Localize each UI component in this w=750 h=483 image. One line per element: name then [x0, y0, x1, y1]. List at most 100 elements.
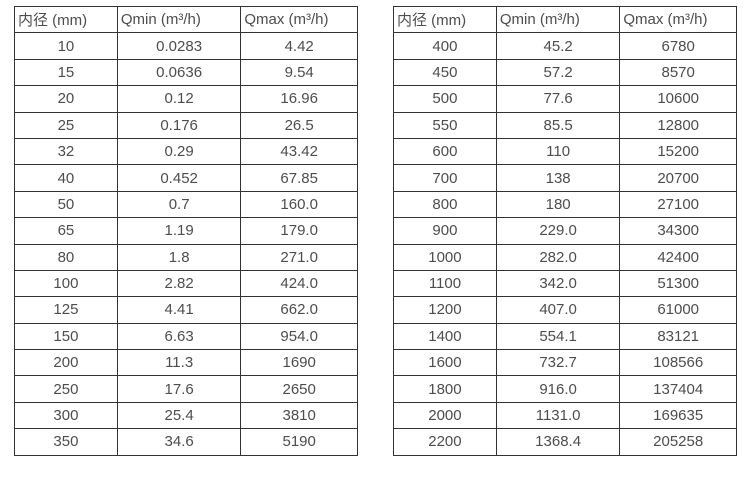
table-cell: 424.0	[240, 269, 358, 298]
table-cell: 500	[393, 85, 497, 113]
table-row: 800 180 27100	[393, 190, 737, 219]
table-cell: 1131.0	[495, 401, 621, 430]
table-cell: 100	[14, 269, 118, 298]
table-cell: 916.0	[495, 375, 621, 403]
table-cell: 10600	[619, 85, 737, 113]
header-row: 内径 (mm) Qmin (m³/h) Qmax (m³/h)	[393, 5, 737, 34]
table-cell: 4.42	[240, 32, 358, 60]
table-row: 125 4.41 662.0	[14, 296, 358, 324]
table-cell: 2650	[240, 375, 358, 403]
table-row: 2000 1131.0 169635	[393, 401, 737, 430]
table-cell: 179.0	[240, 217, 358, 245]
table-row: 80 1.8 271.0	[14, 243, 358, 271]
table-row: 900 229.0 34300	[393, 217, 737, 245]
table-row: 700 138 20700	[393, 164, 737, 192]
table-cell: 25	[14, 111, 118, 139]
table-row: 1400 554.1 83121	[393, 322, 737, 351]
table-cell: 600	[393, 137, 497, 166]
header-qmin: Qmin (m³/h)	[495, 5, 621, 34]
table-cell: 110	[495, 137, 621, 166]
table-cell: 42400	[619, 243, 737, 271]
table-cell: 6.63	[116, 322, 242, 351]
table-row: 400 45.2 6780	[393, 32, 737, 60]
table-cell: 1368.4	[495, 428, 621, 456]
table-cell: 0.7	[116, 190, 242, 219]
table-cell: 1100	[393, 269, 497, 298]
table-row: 1000 282.0 42400	[393, 243, 737, 271]
header-qmax: Qmax (m³/h)	[240, 5, 358, 34]
table-row: 1100 342.0 51300	[393, 269, 737, 298]
table-row: 1800 916.0 137404	[393, 375, 737, 403]
table-cell: 26.5	[240, 111, 358, 139]
table-cell: 34300	[619, 217, 737, 245]
table-row: 500 77.6 10600	[393, 85, 737, 113]
table-row: 32 0.29 43.42	[14, 137, 358, 166]
table-cell: 65	[14, 217, 118, 245]
table-cell: 32	[14, 137, 118, 166]
table-cell: 3810	[240, 401, 358, 430]
table-cell: 1000	[393, 243, 497, 271]
header-qmax: Qmax (m³/h)	[619, 5, 737, 34]
table-cell: 51300	[619, 269, 737, 298]
table-cell: 8570	[619, 58, 737, 87]
table-cell: 0.0636	[116, 58, 242, 87]
table-cell: 17.6	[116, 375, 242, 403]
table-cell: 6780	[619, 32, 737, 60]
table-cell: 271.0	[240, 243, 358, 271]
table-row: 100 2.82 424.0	[14, 269, 358, 298]
table-cell: 0.0283	[116, 32, 242, 60]
table-cell: 40	[14, 164, 118, 192]
table-cell: 137404	[619, 375, 737, 403]
table-cell: 450	[393, 58, 497, 87]
table-cell: 300	[14, 401, 118, 430]
table-cell: 2200	[393, 428, 497, 456]
table-cell: 80	[14, 243, 118, 271]
table-row: 550 85.5 12800	[393, 111, 737, 139]
table-row: 300 25.4 3810	[14, 401, 358, 430]
table-row: 40 0.452 67.85	[14, 164, 358, 192]
table-cell: 5190	[240, 428, 358, 456]
table-row: 2200 1368.4 205258	[393, 428, 737, 456]
header-inner-diameter: 内径 (mm)	[393, 5, 497, 34]
table-cell: 0.29	[116, 137, 242, 166]
flow-table-small-diameter: 内径 (mm) Qmin (m³/h) Qmax (m³/h) 10 0.0283…	[14, 5, 358, 456]
table-cell: 43.42	[240, 137, 358, 166]
table-cell: 954.0	[240, 322, 358, 351]
table-cell: 57.2	[495, 58, 621, 87]
table-cell: 282.0	[495, 243, 621, 271]
table-cell: 85.5	[495, 111, 621, 139]
table-cell: 200	[14, 349, 118, 377]
table-cell: 9.54	[240, 58, 358, 87]
table-cell: 4.41	[116, 296, 242, 324]
table-cell: 0.12	[116, 85, 242, 113]
table-cell: 700	[393, 164, 497, 192]
table-row: 15 0.0636 9.54	[14, 58, 358, 87]
table-row: 1200 407.0 61000	[393, 296, 737, 324]
header-qmin: Qmin (m³/h)	[116, 5, 242, 34]
table-cell: 180	[495, 190, 621, 219]
table-cell: 400	[393, 32, 497, 60]
table-cell: 20700	[619, 164, 737, 192]
table-cell: 250	[14, 375, 118, 403]
table-cell: 800	[393, 190, 497, 219]
table-cell: 34.6	[116, 428, 242, 456]
table-cell: 45.2	[495, 32, 621, 60]
table-cell: 1.19	[116, 217, 242, 245]
table-cell: 0.452	[116, 164, 242, 192]
table-cell: 350	[14, 428, 118, 456]
table-cell: 138	[495, 164, 621, 192]
table-cell: 16.96	[240, 85, 358, 113]
header-inner-diameter: 内径 (mm)	[14, 5, 118, 34]
table-row: 50 0.7 160.0	[14, 190, 358, 219]
table-cell: 1400	[393, 322, 497, 351]
table-row: 150 6.63 954.0	[14, 322, 358, 351]
table-cell: 2000	[393, 401, 497, 430]
table-row: 350 34.6 5190	[14, 428, 358, 456]
table-cell: 169635	[619, 401, 737, 430]
table-cell: 662.0	[240, 296, 358, 324]
table-cell: 20	[14, 85, 118, 113]
table-cell: 732.7	[495, 349, 621, 377]
table-cell: 1800	[393, 375, 497, 403]
table-cell: 205258	[619, 428, 737, 456]
